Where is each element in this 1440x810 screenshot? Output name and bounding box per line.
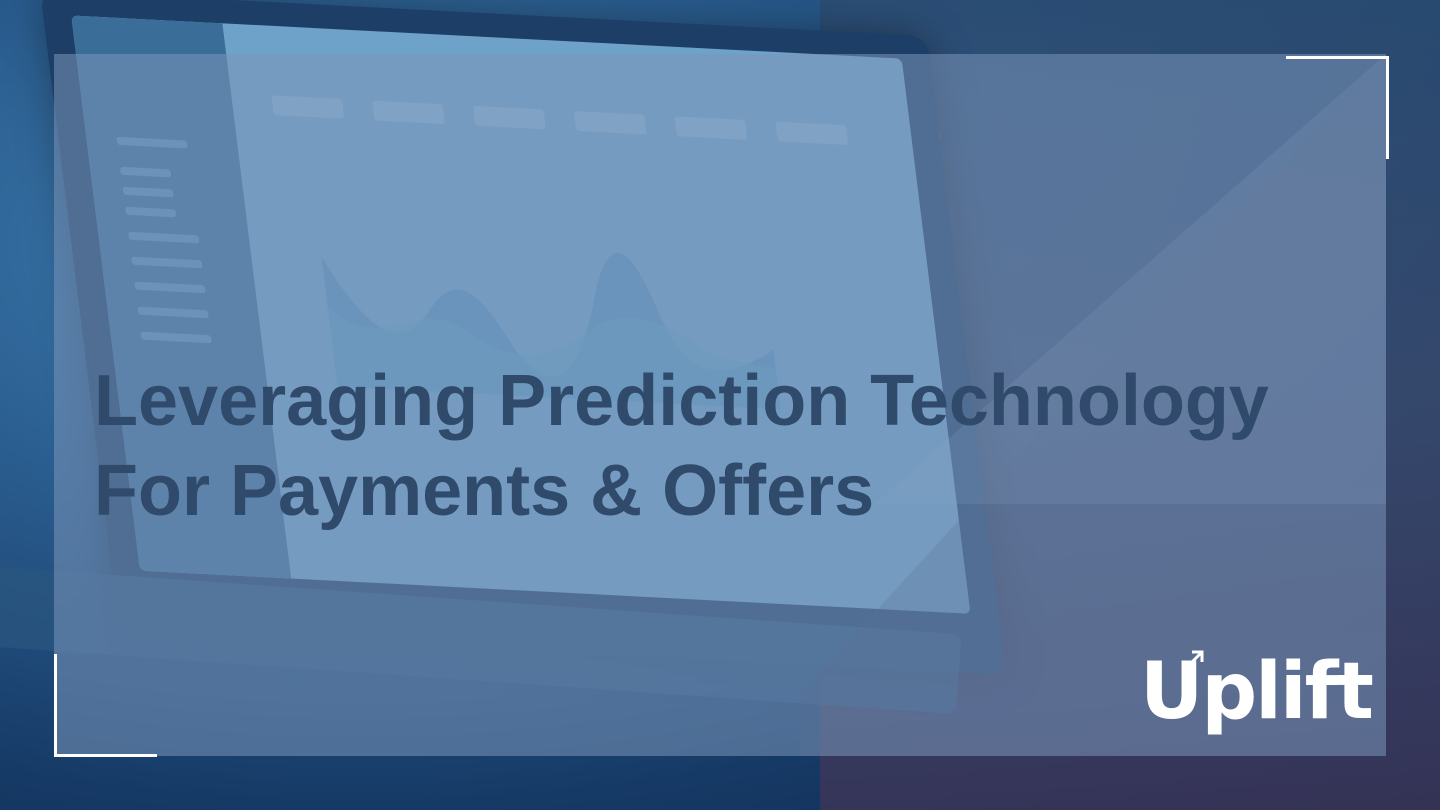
diagonal-accent bbox=[800, 54, 1386, 756]
slide-title-line-1: Leveraging Prediction Technology bbox=[94, 361, 1269, 441]
slide-title-line-2: For Payments & Offers bbox=[94, 451, 875, 531]
uplift-logo: Uplift bbox=[1140, 644, 1374, 740]
frame-corner-top-right bbox=[1286, 56, 1389, 159]
uplift-logo-text: Uplift bbox=[1140, 647, 1374, 737]
arrow-up-right-icon bbox=[1186, 650, 1204, 668]
slide-title: Leveraging Prediction Technology For Pay… bbox=[94, 356, 1384, 536]
frame-corner-bottom-left bbox=[54, 654, 157, 757]
title-overlay-panel bbox=[54, 54, 1386, 756]
